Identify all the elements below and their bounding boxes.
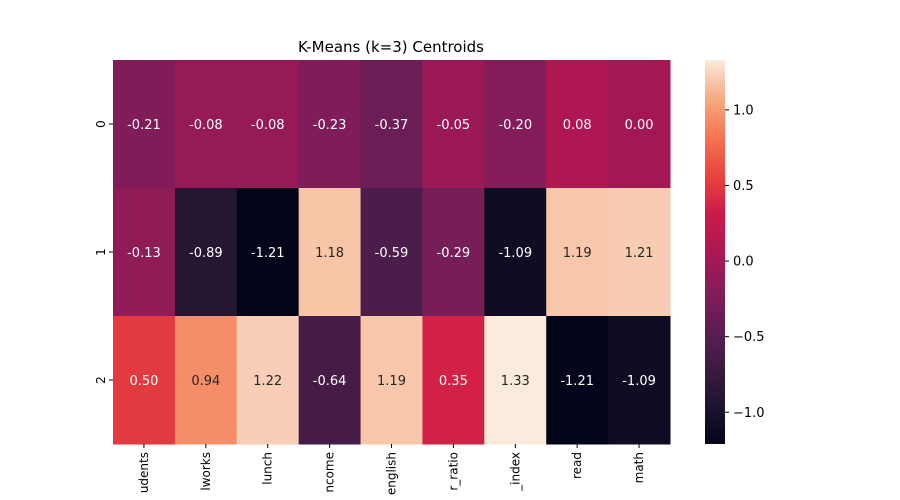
cell-value-label: -0.08 [189, 118, 223, 133]
cell-value-label: -0.05 [437, 118, 471, 133]
heatmap-cell [174, 188, 238, 317]
x-tick-label: read [570, 452, 584, 479]
heatmap-cell [608, 316, 671, 445]
y-tick-label: 2 [94, 376, 108, 384]
heatmap-cell [484, 60, 547, 189]
colorbar-ticks: 1.0 0.5 0.0 −0.5 −1.0 [725, 103, 765, 421]
cell-value-label: -0.08 [251, 118, 285, 133]
heatmap-cell [422, 316, 485, 445]
x-tick-label: udents [137, 452, 151, 493]
cell-value-label: 1.19 [563, 246, 592, 261]
cell-value-label: -0.13 [127, 246, 161, 261]
heatmap-cell [484, 188, 547, 317]
heatmap-cell [236, 316, 300, 445]
heatmap-cell [174, 60, 238, 189]
cell-value-label: 0.94 [191, 374, 220, 389]
colorbar-tick-label: 0.5 [733, 179, 754, 194]
x-tick-label: lunch [261, 452, 275, 485]
cell-value-label: 1.21 [625, 246, 654, 261]
heatmap-cell [546, 316, 609, 445]
colorbar-tick-label: −0.5 [733, 330, 765, 345]
colorbar-gradient [705, 60, 725, 444]
chart-title: K-Means (k=3) Centroids [298, 38, 484, 56]
heatmap-cell [608, 188, 671, 317]
cell-value-label: -0.20 [498, 118, 532, 133]
heatmap-cell [422, 188, 485, 317]
x-tick-label: _index [508, 452, 522, 492]
heatmap-cell [113, 60, 176, 189]
heatmap-cell [360, 188, 423, 317]
heatmap-cell [546, 188, 609, 317]
y-axis: 0 1 2 [94, 120, 113, 384]
cell-value-label: -1.09 [498, 246, 532, 261]
heatmap-cell [422, 60, 485, 189]
x-tick-label: lworks [199, 452, 213, 491]
colorbar-tick-label: 1.0 [733, 103, 754, 118]
cell-value-label: -0.23 [313, 118, 347, 133]
x-tick-label: ncome [323, 452, 337, 493]
cell-value-label: 0.35 [439, 374, 468, 389]
cell-value-label: 1.18 [315, 246, 344, 261]
heatmap-cell [360, 60, 423, 189]
x-axis: udents lworks lunch ncome english r_ratio _ind… [137, 444, 646, 495]
cell-value-label: 1.33 [501, 374, 530, 389]
heatmap-cell [113, 316, 176, 445]
heatmap-cell [546, 60, 609, 189]
heatmap-cells: -0.21 -0.08 -0.08 -0.23 -0.37 -0.05 -0.20 0.08 0… [113, 60, 671, 445]
colorbar-tick-label: −1.0 [733, 406, 765, 421]
cell-value-label: -1.21 [251, 246, 285, 261]
heatmap-cell [113, 188, 176, 317]
heatmap-cell [608, 60, 671, 189]
cell-value-label: -1.09 [622, 374, 656, 389]
colorbar: 1.0 0.5 0.0 −0.5 −1.0 [705, 60, 765, 444]
heatmap-cell [484, 316, 547, 445]
heatmap-cell [360, 316, 423, 445]
heatmap-cell [236, 188, 300, 317]
heatmap-cell [298, 60, 362, 189]
y-tick-label: 1 [94, 248, 108, 256]
heatmap-cell [174, 316, 238, 445]
cell-value-label: -0.29 [437, 246, 471, 261]
cell-value-label: -1.21 [560, 374, 594, 389]
cell-value-label: -0.21 [127, 118, 161, 133]
colorbar-tick-label: 0.0 [733, 255, 754, 270]
cell-value-label: 1.19 [377, 374, 406, 389]
cell-value-label: 0.50 [129, 374, 158, 389]
cell-value-label: -0.64 [313, 374, 347, 389]
cell-value-label: -0.59 [375, 246, 409, 261]
cell-value-label: 0.08 [563, 118, 592, 133]
cell-value-label: -0.37 [375, 118, 409, 133]
heatmap-cell [298, 188, 362, 317]
heatmap-cell [298, 316, 362, 445]
heatmap-cell [236, 60, 300, 189]
cell-value-label: 1.22 [253, 374, 282, 389]
cell-value-label: -0.89 [189, 246, 223, 261]
y-tick-label: 0 [94, 120, 108, 128]
cell-value-label: 0.00 [625, 118, 654, 133]
x-tick-label: math [632, 452, 646, 483]
x-tick-label: r_ratio [446, 452, 460, 491]
x-tick-label: english [385, 452, 399, 495]
